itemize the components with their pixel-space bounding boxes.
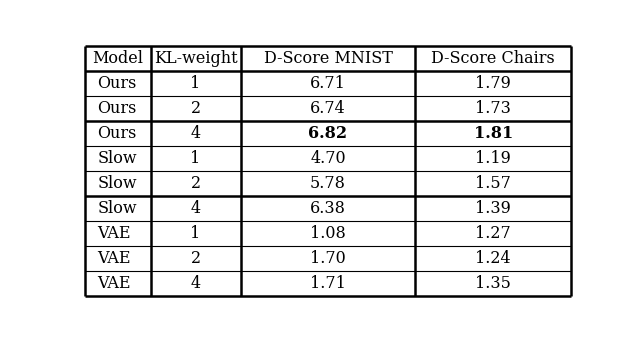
Text: 1: 1	[191, 150, 201, 167]
Text: 2: 2	[191, 175, 200, 192]
Text: Ours: Ours	[97, 75, 137, 92]
Text: 1.27: 1.27	[476, 225, 511, 242]
Text: 1: 1	[191, 75, 201, 92]
Text: D-Score MNIST: D-Score MNIST	[264, 50, 392, 67]
Text: 2: 2	[191, 250, 200, 267]
Text: 1.19: 1.19	[476, 150, 511, 167]
Text: 1.81: 1.81	[474, 125, 513, 142]
Text: 4: 4	[191, 125, 200, 142]
Text: Ours: Ours	[97, 100, 137, 117]
Text: 6.71: 6.71	[310, 75, 346, 92]
Text: Slow: Slow	[97, 175, 137, 192]
Text: 5.78: 5.78	[310, 175, 346, 192]
Text: 2: 2	[191, 100, 200, 117]
Text: Slow: Slow	[97, 150, 137, 167]
Text: Slow: Slow	[97, 200, 137, 217]
Text: Model: Model	[92, 50, 143, 67]
Text: VAE: VAE	[97, 225, 131, 242]
Text: D-Score Chairs: D-Score Chairs	[431, 50, 555, 67]
Text: 1.35: 1.35	[476, 274, 511, 292]
Text: 1.08: 1.08	[310, 225, 346, 242]
Text: 1.71: 1.71	[310, 274, 346, 292]
Text: 6.82: 6.82	[308, 125, 348, 142]
Text: 1.79: 1.79	[476, 75, 511, 92]
Text: 4.70: 4.70	[310, 150, 346, 167]
Text: 1.70: 1.70	[310, 250, 346, 267]
Text: 1.24: 1.24	[476, 250, 511, 267]
Text: 1: 1	[191, 225, 201, 242]
Text: 6.74: 6.74	[310, 100, 346, 117]
Text: 1.73: 1.73	[476, 100, 511, 117]
Text: 4: 4	[191, 274, 200, 292]
Text: 4: 4	[191, 200, 200, 217]
Text: VAE: VAE	[97, 274, 131, 292]
Text: VAE: VAE	[97, 250, 131, 267]
Text: KL-weight: KL-weight	[154, 50, 237, 67]
Text: 6.38: 6.38	[310, 200, 346, 217]
Text: 1.39: 1.39	[476, 200, 511, 217]
Text: Ours: Ours	[97, 125, 137, 142]
Text: 1.57: 1.57	[476, 175, 511, 192]
